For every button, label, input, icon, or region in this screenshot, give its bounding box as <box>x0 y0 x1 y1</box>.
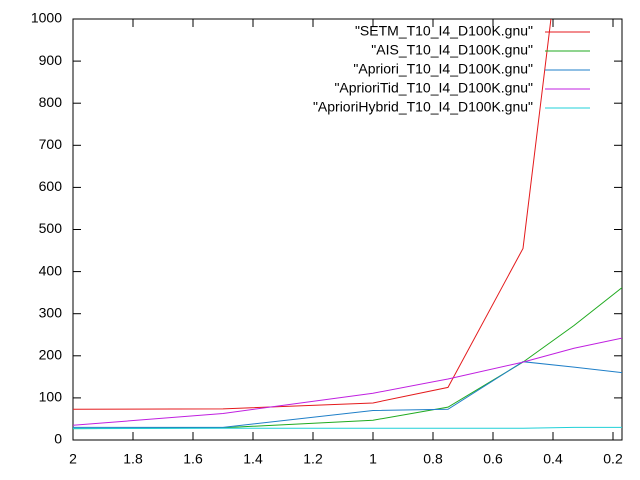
legend-label: "AprioriTid_T10_I4_D100K.gnu" <box>334 80 533 96</box>
x-tick-label: 0.4 <box>543 451 563 467</box>
y-tick-label: 400 <box>39 262 63 278</box>
legend-label: "AIS_T10_I4_D100K.gnu" <box>371 42 533 58</box>
x-tick-label: 1.4 <box>243 451 263 467</box>
legend-label: "SETM_T10_I4_D100K.gnu" <box>355 23 533 39</box>
series-line <box>73 287 622 430</box>
x-tick-label: 0.6 <box>483 451 503 467</box>
x-tick-label: 2 <box>69 451 77 467</box>
x-tick-label: 0.2 <box>603 451 623 467</box>
legend-label: "AprioriHybrid_T10_I4_D100K.gnu" <box>313 99 533 115</box>
legend-label: "Apriori_T10_I4_D100K.gnu" <box>353 61 533 77</box>
y-tick-label: 100 <box>39 389 63 405</box>
x-tick-label: 1 <box>369 451 377 467</box>
y-tick-label: 300 <box>39 304 63 320</box>
y-tick-label: 0 <box>54 431 62 447</box>
series-line <box>73 426 622 430</box>
series-line <box>73 337 622 426</box>
y-tick-label: 800 <box>39 94 63 110</box>
y-tick-label: 1000 <box>31 10 62 26</box>
series-line <box>73 19 552 410</box>
y-tick-label: 900 <box>39 52 63 68</box>
plot-area <box>73 19 622 430</box>
y-tick-label: 700 <box>39 136 63 152</box>
x-tick-label: 1.2 <box>303 451 323 467</box>
x-tick-label: 1.6 <box>183 451 203 467</box>
x-tick-label: 1.8 <box>123 451 143 467</box>
x-tick-label: 0.8 <box>423 451 443 467</box>
y-tick-label: 600 <box>39 178 63 194</box>
y-tick-label: 200 <box>39 347 63 363</box>
series-line <box>73 361 622 428</box>
y-tick-label: 500 <box>39 220 63 236</box>
